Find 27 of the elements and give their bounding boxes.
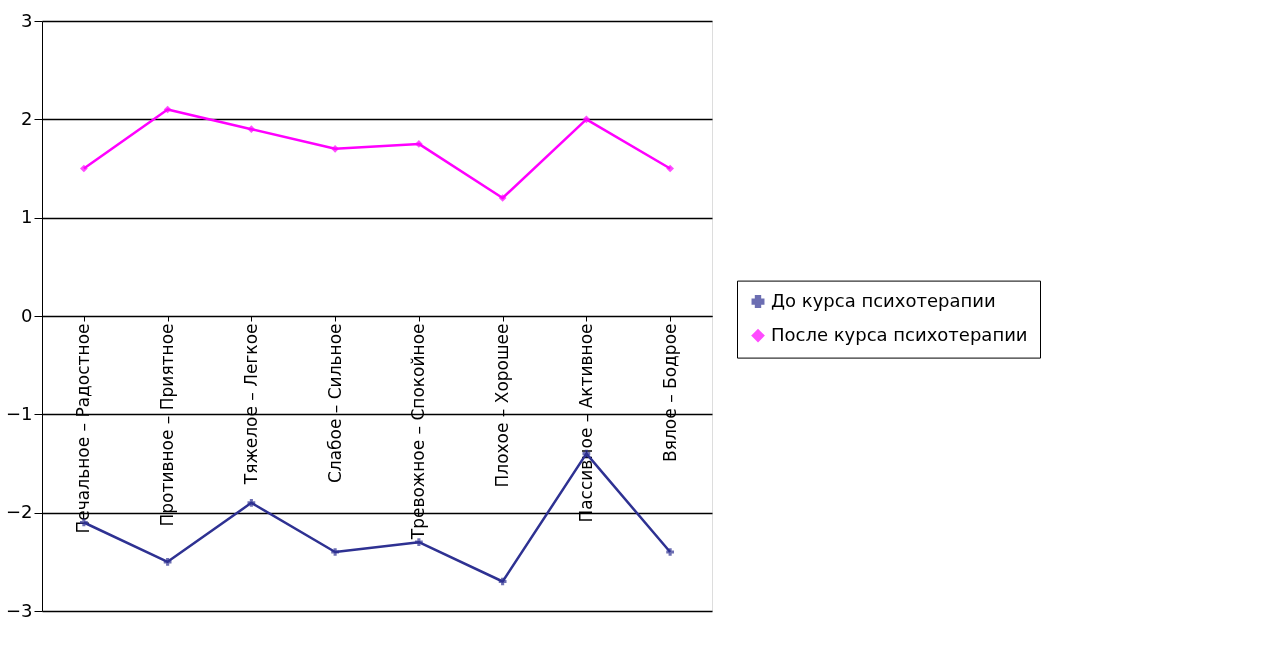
x-tick-label: Пассивное – Активное xyxy=(575,323,596,523)
y-tick-label: 3 xyxy=(21,9,33,31)
x-tick-label: Тяжелое – Легкое xyxy=(240,323,261,486)
x-tick-label: Тревожное – Спокойное xyxy=(408,323,429,541)
y-tick-label: −2 xyxy=(5,501,33,523)
point xyxy=(247,125,256,134)
x-tick-label: Вялое – Бодрое xyxy=(659,323,680,462)
point xyxy=(498,194,507,202)
point xyxy=(582,115,591,124)
legend-label: До курса психотерапии xyxy=(771,289,996,311)
y-tick-label: 2 xyxy=(21,107,33,129)
y-tick-label: −3 xyxy=(5,599,33,621)
y-tick-label: 1 xyxy=(21,206,33,228)
x-tick-label: Слабое – Сильное xyxy=(324,323,345,484)
point xyxy=(331,144,339,153)
point xyxy=(163,557,172,566)
point xyxy=(80,164,88,173)
point xyxy=(247,498,256,507)
y-tick-label: −1 xyxy=(5,402,33,424)
legend-label: После курса психотерапии xyxy=(771,323,1028,345)
y-tick-label: 0 xyxy=(21,304,33,326)
x-tick-label: Противное – Приятное xyxy=(157,323,178,527)
point xyxy=(331,548,339,556)
x-tick-label: Печальное – Радостное xyxy=(73,323,94,534)
point xyxy=(415,140,423,148)
point xyxy=(666,164,674,173)
point xyxy=(666,548,674,556)
